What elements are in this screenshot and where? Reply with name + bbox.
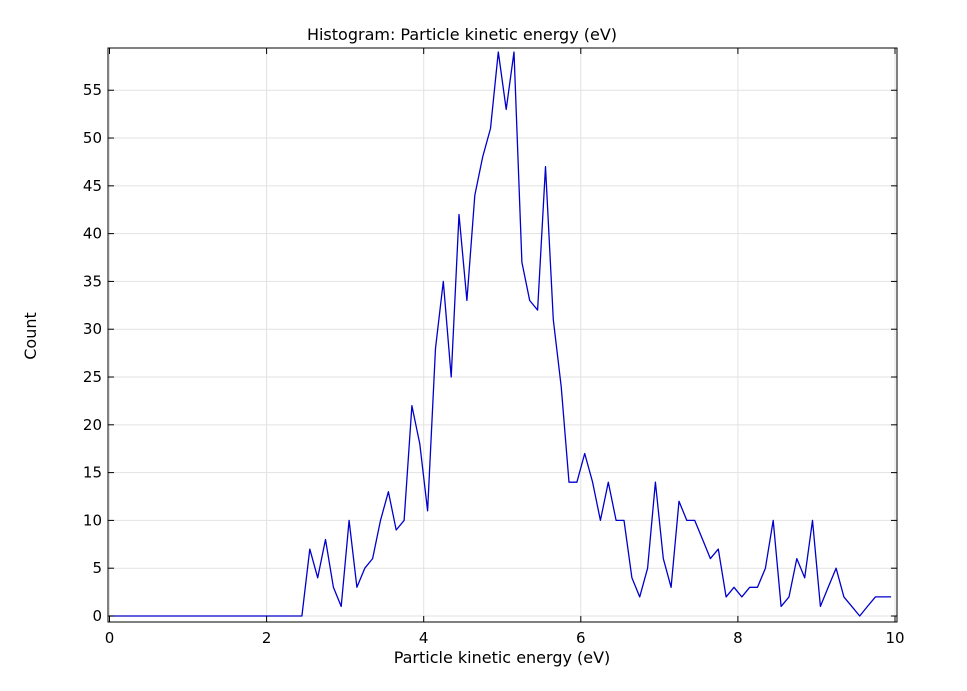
series-group <box>109 51 892 617</box>
y-tick-label: 20 <box>83 416 102 434</box>
x-tick-label: 4 <box>419 629 429 647</box>
y-tick-label: 10 <box>83 511 102 529</box>
x-tick-label: 8 <box>733 629 743 647</box>
y-tick-label: 5 <box>92 559 102 577</box>
y-tick-label: 15 <box>83 464 102 482</box>
chart-title: Histogram: Particle kinetic energy (eV) <box>307 25 617 44</box>
y-tick-label: 45 <box>83 177 102 195</box>
y-tick-label: 40 <box>83 225 102 243</box>
tick-labels: 0 2 4 6 8 10 0 5 10 15 20 25 30 35 40 45 50 55 <box>83 81 905 647</box>
y-tick-label: 55 <box>83 81 102 99</box>
grid-lines <box>108 48 897 622</box>
x-tick-label: 10 <box>885 629 904 647</box>
x-tick-label: 2 <box>262 629 272 647</box>
plot-frame <box>107 47 898 623</box>
y-tick-label: 35 <box>83 272 102 290</box>
y-tick-label: 0 <box>92 607 102 625</box>
x-tick-label: 0 <box>105 629 115 647</box>
series-line <box>109 51 892 617</box>
axis-ticks <box>108 48 897 622</box>
x-tick-label: 6 <box>576 629 586 647</box>
y-tick-label: 25 <box>83 368 102 386</box>
x-axis-label: Particle kinetic energy (eV) <box>394 648 611 667</box>
y-axis-label: Count <box>21 312 40 360</box>
y-tick-label: 30 <box>83 320 102 338</box>
y-tick-label: 50 <box>83 129 102 147</box>
